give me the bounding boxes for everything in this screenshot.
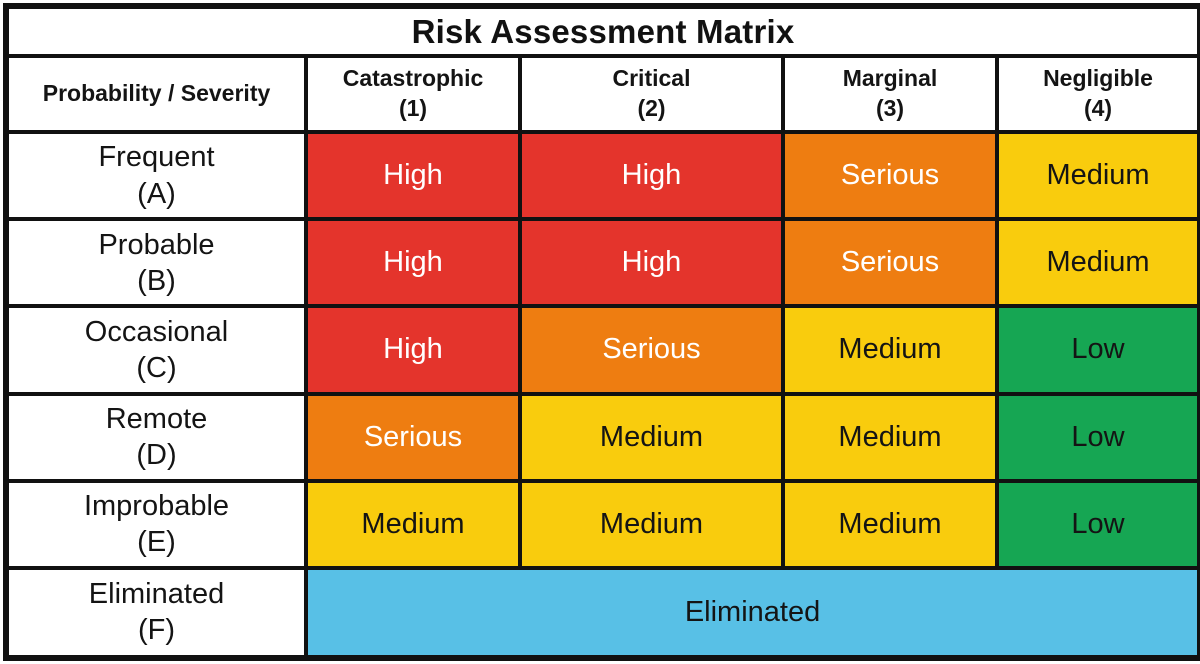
cell-frequent-negligible: Medium	[994, 130, 1200, 222]
cell-probable-catastrophic: High	[304, 217, 522, 309]
column-header-negligible: Negligible (4)	[994, 54, 1200, 135]
row-header-sub: (D)	[136, 439, 177, 472]
row-header-frequent: Frequent (A)	[4, 130, 308, 222]
row-header-occasional: Occasional (C)	[4, 304, 308, 396]
column-header-sub: (3)	[875, 95, 905, 122]
row-header-improbable: Improbable (E)	[4, 478, 308, 570]
cell-occasional-negligible: Low	[994, 304, 1200, 396]
column-header-sub: (4)	[1083, 95, 1113, 122]
row-frequent: Frequent (A) High High Serious Medium	[4, 130, 1200, 222]
cell-remote-marginal: Medium	[781, 391, 999, 483]
cell-remote-catastrophic: Serious	[304, 391, 522, 483]
row-remote: Remote (D) Serious Medium Medium Low	[4, 391, 1200, 483]
cell-occasional-marginal: Medium	[781, 304, 999, 396]
cell-probable-negligible: Medium	[994, 217, 1200, 309]
cell-improbable-catastrophic: Medium	[304, 478, 522, 570]
column-header-sub: (1)	[398, 95, 428, 122]
cell-frequent-critical: High	[518, 130, 785, 222]
cell-probable-critical: High	[518, 217, 785, 309]
title-row: Risk Assessment Matrix	[3, 3, 1200, 59]
row-header-sub: (C)	[136, 351, 177, 384]
column-header-label: Critical	[612, 65, 691, 92]
row-header-label: Frequent	[98, 141, 215, 174]
row-header-label: Remote	[105, 402, 208, 435]
row-header-sub: (F)	[137, 614, 176, 647]
row-header-eliminated: Eliminated (F)	[4, 565, 308, 661]
column-header-catastrophic: Catastrophic (1)	[304, 54, 522, 135]
cell-improbable-critical: Medium	[518, 478, 785, 570]
row-header-sub: (A)	[137, 177, 176, 210]
column-header-critical: Critical (2)	[518, 54, 785, 135]
row-header-sub: (E)	[137, 526, 176, 559]
row-eliminated: Eliminated (F) Eliminated	[4, 565, 1200, 661]
cell-eliminated-span: Eliminated	[303, 565, 1200, 661]
cell-probable-marginal: Serious	[781, 217, 999, 309]
column-header-marginal: Marginal (3)	[781, 54, 999, 135]
cell-occasional-catastrophic: High	[304, 304, 522, 396]
cell-remote-negligible: Low	[994, 391, 1200, 483]
column-header-label: Negligible	[1043, 65, 1153, 92]
row-header-label: Probable	[98, 228, 215, 261]
row-header-sub: (B)	[137, 264, 176, 297]
column-header-label: Marginal	[842, 65, 938, 92]
row-header-label: Eliminated	[88, 578, 225, 611]
corner-header: Probability / Severity	[4, 54, 308, 135]
row-header-probable: Probable (B)	[4, 217, 308, 309]
risk-matrix-table: Risk Assessment Matrix Probability / Sev…	[3, 3, 1200, 661]
column-header-label: Catastrophic	[342, 65, 484, 92]
row-occasional: Occasional (C) High Serious Medium Low	[4, 304, 1200, 396]
column-header-sub: (2)	[637, 95, 666, 122]
severity-header-row: Probability / Severity Catastrophic (1) …	[4, 54, 1200, 135]
row-probable: Probable (B) High High Serious Medium	[4, 217, 1200, 309]
cell-frequent-marginal: Serious	[781, 130, 999, 222]
cell-improbable-marginal: Medium	[781, 478, 999, 570]
row-header-label: Occasional	[84, 315, 229, 348]
row-header-remote: Remote (D)	[4, 391, 308, 483]
page-title: Risk Assessment Matrix	[3, 3, 1200, 59]
cell-remote-critical: Medium	[518, 391, 785, 483]
cell-occasional-critical: Serious	[518, 304, 785, 396]
row-improbable: Improbable (E) Medium Medium Medium Low	[4, 478, 1200, 570]
cell-frequent-catastrophic: High	[304, 130, 522, 222]
cell-improbable-negligible: Low	[994, 478, 1200, 570]
row-header-label: Improbable	[83, 489, 230, 522]
